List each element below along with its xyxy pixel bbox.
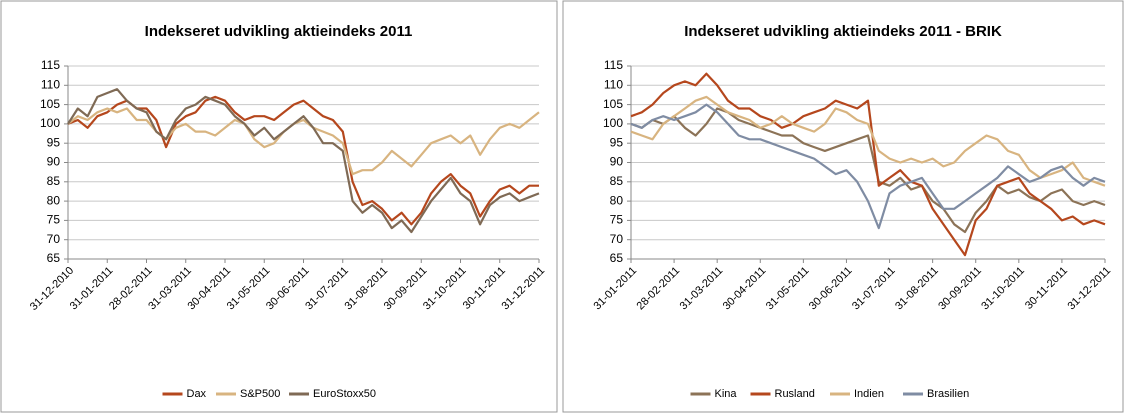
panel bbox=[562, 0, 1124, 413]
y-tick-label: 80 bbox=[47, 193, 61, 207]
data-line bbox=[630, 103, 1106, 230]
y-tick-label: 75 bbox=[47, 213, 61, 227]
y-tick-label: 115 bbox=[41, 58, 60, 72]
data-line bbox=[630, 107, 1106, 234]
y-tick-label: 95 bbox=[47, 135, 61, 149]
y-tick-label: 100 bbox=[603, 116, 623, 130]
y-tick-label: 85 bbox=[610, 174, 624, 188]
y-tick-label: 110 bbox=[604, 77, 623, 91]
chart-title: Indekseret udvikling aktieindeks 2011 - … bbox=[684, 23, 1002, 40]
y-tick-label: 80 bbox=[610, 193, 624, 207]
y-tick-label: 100 bbox=[40, 116, 60, 130]
legend-label: EuroStoxx50 bbox=[313, 388, 376, 400]
y-tick-label: 105 bbox=[40, 97, 60, 111]
data-line bbox=[67, 95, 539, 226]
data-line bbox=[67, 107, 540, 176]
data-line bbox=[67, 88, 540, 234]
panel bbox=[0, 0, 558, 413]
legend-label: Brasilien bbox=[927, 388, 969, 400]
y-tick-label: 70 bbox=[610, 232, 624, 246]
y-tick-label: 110 bbox=[41, 77, 60, 91]
data-line bbox=[630, 72, 1106, 257]
y-tick-label: 70 bbox=[47, 232, 61, 246]
y-tick-label: 90 bbox=[47, 155, 61, 169]
legend-label: S&P500 bbox=[240, 388, 280, 400]
legend-label: Dax bbox=[187, 388, 207, 400]
legend-label: Indien bbox=[854, 388, 884, 400]
chart-title: Indekseret udvikling aktieindeks 2011 bbox=[145, 23, 413, 40]
legend-label: Kina bbox=[715, 388, 738, 400]
y-tick-label: 75 bbox=[610, 213, 624, 227]
y-tick-label: 95 bbox=[610, 135, 624, 149]
y-tick-label: 65 bbox=[610, 251, 624, 265]
y-tick-label: 115 bbox=[604, 58, 623, 72]
y-tick-label: 105 bbox=[603, 97, 623, 111]
data-line bbox=[630, 95, 1106, 187]
legend-label: Rusland bbox=[775, 388, 815, 400]
y-tick-label: 85 bbox=[47, 174, 61, 188]
y-tick-label: 65 bbox=[47, 251, 61, 265]
y-tick-label: 90 bbox=[610, 155, 624, 169]
